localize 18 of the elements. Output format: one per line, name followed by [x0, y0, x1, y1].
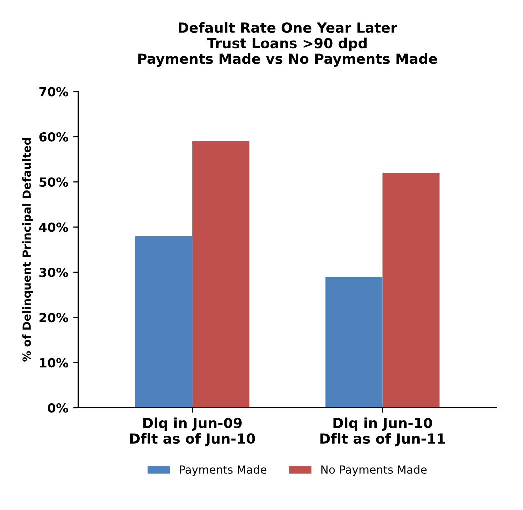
bar: [326, 277, 383, 408]
x-tick-label: Dlq in Jun-10 Dflt as of Jun-11: [320, 418, 446, 447]
y-tick-label: 50%: [40, 178, 68, 188]
y-tick-label: 10%: [40, 358, 68, 368]
y-tick-label: 0%: [48, 403, 68, 413]
bar: [382, 173, 440, 408]
bar: [136, 236, 193, 408]
legend-label: No Payments Made: [322, 465, 427, 476]
chart-title: Default Rate One Year Later Trust Loans >90 dpd Payments Made vs No Payments Made: [138, 22, 438, 68]
y-axis-title: % of Delinquent Principal Defaulted: [22, 138, 34, 362]
bar: [192, 141, 250, 408]
y-tick-label: 30%: [40, 268, 68, 278]
y-tick-label: 70%: [40, 87, 68, 97]
x-tick-label: Dlq in Jun-09 Dflt as of Jun-10: [130, 418, 256, 447]
y-tick-label: 60%: [40, 132, 68, 142]
y-tick-label: 40%: [39, 222, 68, 232]
legend-label: Payments Made: [180, 465, 267, 476]
y-tick-label: 20%: [40, 313, 68, 323]
